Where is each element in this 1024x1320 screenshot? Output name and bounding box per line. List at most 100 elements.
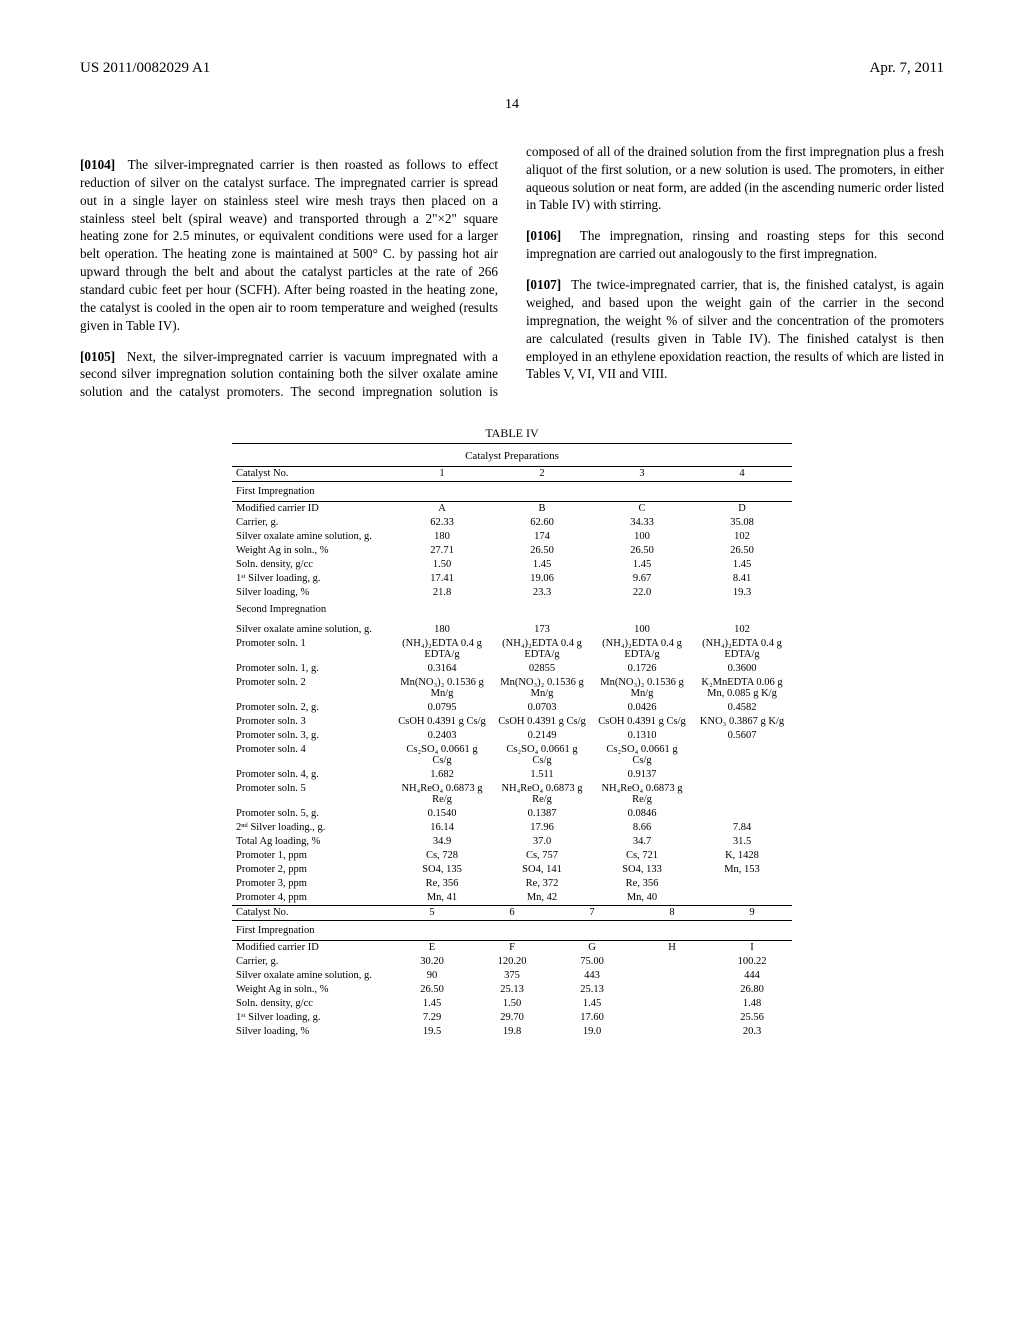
cell: 100 [592, 530, 692, 544]
cell: 1.48 [712, 997, 792, 1011]
cell: NH₄ReO₄ 0.6873 g Re/g [392, 782, 492, 807]
cell: 19.0 [552, 1025, 632, 1039]
cell: 0.1310 [592, 729, 692, 743]
cell: 22.0 [592, 586, 692, 600]
cell: 26.50 [492, 544, 592, 558]
table-row: Silver oxalate amine solution, g.1801741… [232, 530, 792, 544]
cell: NH₄ReO₄ 0.6873 g Re/g [592, 782, 692, 807]
cell: 6 [472, 906, 552, 921]
table-row: Soln. density, g/cc1.451.501.451.48 [232, 997, 792, 1011]
paragraph-0106: [0106] The impregnation, rinsing and roa… [526, 227, 944, 263]
cell: Promoter soln. 1 [232, 637, 392, 662]
cell: Promoter soln. 1, g. [232, 662, 392, 676]
table-row: Carrier, g.30.20120.2075.00100.22 [232, 955, 792, 969]
cell: 102 [692, 530, 792, 544]
cell: 16.14 [392, 821, 492, 835]
cell: Cs, 728 [392, 849, 492, 863]
cell: (NH₄)₂EDTA 0.4 g EDTA/g [392, 637, 492, 662]
cell [632, 997, 712, 1011]
section-first-impregnation: First Impregnation [232, 482, 792, 502]
cell: Silver oxalate amine solution, g. [232, 623, 392, 637]
cell: 17.41 [392, 572, 492, 586]
table-iv: TABLE IV Catalyst Preparations Catalyst … [80, 426, 944, 1039]
cell: 173 [492, 623, 592, 637]
table-row: Promoter 4, ppmMn, 41Mn, 42Mn, 40 [232, 891, 792, 906]
cell: 180 [392, 623, 492, 637]
cell: Soln. density, g/cc [232, 558, 392, 572]
cell: Cs₂SO₄ 0.0661 g Cs/g [392, 743, 492, 768]
para-text: The silver-impregnated carrier is then r… [80, 157, 498, 332]
cell: Catalyst No. [232, 467, 392, 482]
section-second-impregnation: Second Impregnation [232, 600, 792, 619]
cell: 0.1387 [492, 807, 592, 821]
cell: CsOH 0.4391 g Cs/g [392, 715, 492, 729]
cell: Mn, 40 [592, 891, 692, 906]
cell: First Impregnation [232, 921, 792, 941]
para-number-label: [0105] [80, 349, 115, 364]
cell: 1.45 [552, 997, 632, 1011]
cell: First Impregnation [232, 482, 792, 502]
cell: Second Impregnation [232, 600, 792, 619]
table-row: Silver loading, %19.519.819.020.3 [232, 1025, 792, 1039]
cell: Mn(NO₃)₂ 0.1536 g Mn/g [392, 676, 492, 701]
table-row: Promoter 3, ppmRe, 356Re, 372Re, 356 [232, 877, 792, 891]
cell: Re, 372 [492, 877, 592, 891]
table-row: Modified carrier IDABCD [232, 502, 792, 516]
table-row: Total Ag loading, %34.937.034.731.5 [232, 835, 792, 849]
cell: 2 [492, 467, 592, 482]
cell: Cs, 721 [592, 849, 692, 863]
cell: 9 [712, 906, 792, 921]
cell: SO4, 135 [392, 863, 492, 877]
publication-date: Apr. 7, 2011 [870, 60, 944, 77]
cell: 37.0 [492, 835, 592, 849]
cell: CsOH 0.4391 g Cs/g [492, 715, 592, 729]
cell: 31.5 [692, 835, 792, 849]
cell: 30.20 [392, 955, 472, 969]
cell: 26.80 [712, 983, 792, 997]
cell: 1.45 [392, 997, 472, 1011]
body-text-columns: [0104] The silver-impregnated carrier is… [80, 143, 944, 401]
cell: 25.13 [552, 983, 632, 997]
cell [632, 1025, 712, 1039]
cell: 1.45 [592, 558, 692, 572]
cell: 7.29 [392, 1011, 472, 1025]
cell [692, 768, 792, 782]
cell: E [392, 941, 472, 955]
cell: 1.45 [692, 558, 792, 572]
cell: 1.45 [492, 558, 592, 572]
cell: 0.0846 [592, 807, 692, 821]
table-row: Promoter soln. 3, g.0.24030.21490.13100.… [232, 729, 792, 743]
cell: 1ˢᵗ Silver loading, g. [232, 1011, 392, 1025]
table-row: Promoter soln. 1(NH₄)₂EDTA 0.4 g EDTA/g(… [232, 637, 792, 662]
cell: 0.1726 [592, 662, 692, 676]
cell: 8.66 [592, 821, 692, 835]
cell: 100 [592, 623, 692, 637]
cell [632, 969, 712, 983]
table-row: 1ˢᵗ Silver loading, g.17.4119.069.678.41 [232, 572, 792, 586]
cell: 2ⁿᵈ Silver loading., g. [232, 821, 392, 835]
patent-header: US 2011/0082029 A1 Apr. 7, 2011 [80, 60, 944, 77]
cell: 4 [692, 467, 792, 482]
table-header-row: Catalyst No. 5 6 7 8 9 [232, 906, 792, 921]
cell: 75.00 [552, 955, 632, 969]
cell: 26.50 [392, 983, 472, 997]
cell: 444 [712, 969, 792, 983]
cell [692, 891, 792, 906]
table-row: Silver loading, %21.823.322.019.3 [232, 586, 792, 600]
table-row: Carrier, g.62.3362.6034.3335.08 [232, 516, 792, 530]
table-row: Promoter soln. 5, g.0.15400.13870.0846 [232, 807, 792, 821]
cell: F [472, 941, 552, 955]
cell: 25.56 [712, 1011, 792, 1025]
cell: KNO₃ 0.3867 g K/g [692, 715, 792, 729]
cell: 17.96 [492, 821, 592, 835]
cell: (NH₄)₂EDTA 0.4 g EDTA/g [492, 637, 592, 662]
cell: Mn(NO₃)₂ 0.1536 g Mn/g [592, 676, 692, 701]
cell: Modified carrier ID [232, 502, 392, 516]
table-iv-block-a: Catalyst No. 1 2 3 4 First Impregnation … [232, 467, 792, 906]
cell: Cs₂SO₄ 0.0661 g Cs/g [492, 743, 592, 768]
cell: 20.3 [712, 1025, 792, 1039]
cell: K₂MnEDTA 0.06 g Mn, 0.085 g K/g [692, 676, 792, 701]
cell [692, 743, 792, 768]
cell: 26.50 [692, 544, 792, 558]
table-row: Silver oxalate amine solution, g.1801731… [232, 623, 792, 637]
